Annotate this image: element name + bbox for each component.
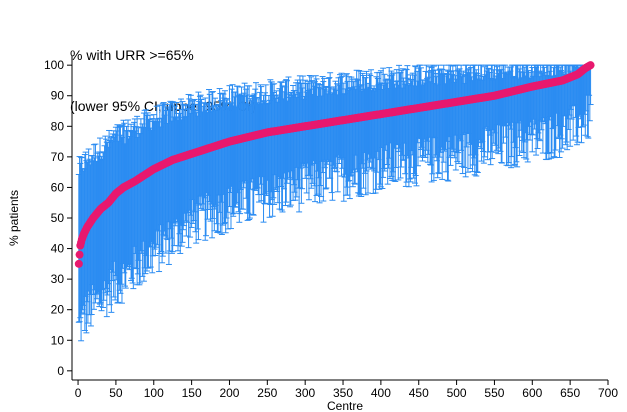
y-tick-label: 20 <box>51 303 65 317</box>
x-tick-label: 650 <box>560 386 580 400</box>
chart-title: % with URR >=65% <box>70 47 194 63</box>
x-tick-label: 550 <box>484 386 504 400</box>
y-axis-title: % patients <box>7 190 21 246</box>
x-tick-label: 350 <box>333 386 353 400</box>
point-estimate <box>74 259 83 268</box>
ci-bars-layer <box>75 64 594 342</box>
y-tick-label: 70 <box>51 150 65 164</box>
point-estimate <box>75 250 84 259</box>
x-tick-label: 100 <box>144 386 164 400</box>
x-tick-label: 300 <box>295 386 315 400</box>
x-tick-label: 450 <box>409 386 429 400</box>
x-tick-label: 50 <box>109 386 123 400</box>
x-tick-label: 500 <box>447 386 467 400</box>
x-tick-label: 0 <box>75 386 82 400</box>
x-tick-label: 200 <box>219 386 239 400</box>
y-tick-label: 90 <box>51 89 65 103</box>
y-tick-label: 80 <box>51 119 65 133</box>
y-tick-label: 10 <box>51 333 65 347</box>
y-tick-label: 0 <box>57 364 64 378</box>
x-tick-label: 600 <box>522 386 542 400</box>
x-tick-label: 700 <box>598 386 618 400</box>
x-axis-title: Centre <box>327 399 363 412</box>
y-tick-label: 40 <box>51 242 65 256</box>
point-estimate <box>586 61 595 70</box>
y-tick-label: 50 <box>51 211 65 225</box>
axes-layer: 0 10 20 30 40 50 60 70 80 90 100 0 50 100 150 200 250 300… <box>7 56 618 412</box>
y-tick-label: 60 <box>51 180 65 194</box>
x-tick-label: 250 <box>257 386 277 400</box>
y-tick-label: 30 <box>51 272 65 286</box>
point-estimates-layer <box>74 61 595 268</box>
y-tick-label: 100 <box>44 58 64 72</box>
x-tick-label: 400 <box>371 386 391 400</box>
x-tick-label: 150 <box>182 386 202 400</box>
